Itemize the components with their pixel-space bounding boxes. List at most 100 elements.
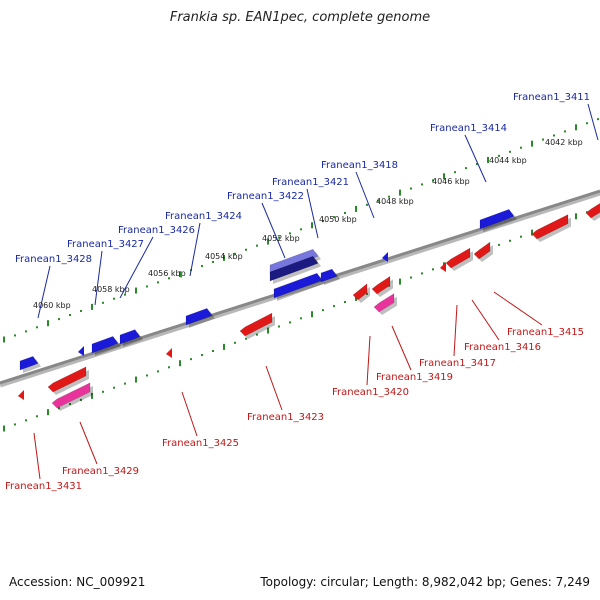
minor-tick <box>542 138 544 141</box>
gene-label-fwd: Franean1_3427 <box>67 239 144 250</box>
minor-tick <box>36 415 38 418</box>
gene-mark-fwd[interactable] <box>382 252 388 262</box>
minor-tick <box>520 235 522 238</box>
minor-tick <box>289 232 291 235</box>
minor-tick <box>520 146 522 149</box>
minor-tick <box>201 354 203 357</box>
minor-tick <box>597 118 599 121</box>
tick-label: 4056 kbp <box>148 269 186 278</box>
genome-summary-text: Topology: circular; Length: 8,982,042 bp… <box>260 575 590 589</box>
minor-tick <box>421 272 423 275</box>
minor-tick <box>146 285 148 288</box>
minor-tick <box>234 252 236 255</box>
minor-tick <box>102 301 104 304</box>
leader-line-fwd <box>355 171 375 219</box>
gene-arrow-fwd[interactable] <box>479 209 515 230</box>
minor-tick <box>410 276 412 279</box>
minor-tick <box>201 265 203 268</box>
leader-line-fwd <box>464 134 487 183</box>
leader-line-rev <box>181 391 198 437</box>
minor-tick <box>586 122 588 125</box>
leader-line-rev <box>33 432 41 480</box>
minor-tick <box>454 171 456 174</box>
minor-tick <box>421 183 423 186</box>
leader-line-fwd <box>261 202 286 259</box>
leader-line-rev <box>391 325 412 371</box>
gene-label-fwd: Franean1_3418 <box>321 160 398 171</box>
leader-line-rev <box>265 365 283 411</box>
gene-arrow-rna[interactable] <box>373 293 395 313</box>
minor-tick <box>58 318 60 321</box>
minor-tick <box>113 297 115 300</box>
tick-label: 4050 kbp <box>319 215 357 224</box>
gene-arrow-rev[interactable] <box>239 312 273 337</box>
gene-arrow-fwd[interactable] <box>91 336 119 354</box>
gene-arrow-fwd[interactable] <box>119 329 141 345</box>
gene-label-rev: Franean1_3415 <box>507 327 584 338</box>
gene-arrow-fwd[interactable] <box>320 268 338 283</box>
gene-mark-fwd[interactable] <box>78 346 84 356</box>
gene-label-fwd: Franean1_3426 <box>118 225 195 236</box>
minor-tick <box>124 382 126 385</box>
minor-tick <box>80 398 82 401</box>
minor-tick <box>124 293 126 296</box>
gene-arrow-fwd[interactable] <box>19 356 39 371</box>
gene-arrow-rev[interactable] <box>371 275 391 295</box>
leader-line-fwd <box>189 222 201 277</box>
leader-line-rev <box>79 421 98 465</box>
minor-tick <box>146 374 148 377</box>
leader-line-rev <box>366 335 371 386</box>
leader-line-fwd <box>119 236 154 299</box>
gene-arrow-rev[interactable] <box>445 247 471 269</box>
minor-tick <box>377 199 379 202</box>
gene-label-rev: Franean1_3423 <box>247 412 324 423</box>
gene-label-fwd: Franean1_3421 <box>272 177 349 188</box>
minor-tick <box>564 130 566 133</box>
minor-tick <box>256 244 258 247</box>
minor-tick <box>157 281 159 284</box>
minor-tick <box>509 150 511 153</box>
gene-arrow-rev[interactable] <box>531 214 569 240</box>
minor-tick <box>168 366 170 369</box>
gene-arrow-fwd[interactable] <box>269 255 319 282</box>
gene-mark-rev[interactable] <box>166 348 172 358</box>
minor-tick <box>553 134 555 137</box>
tick-label: 4058 kbp <box>92 285 130 294</box>
tick-label: 4048 kbp <box>376 197 414 206</box>
minor-tick <box>476 163 478 166</box>
minor-tick <box>212 349 214 352</box>
gene-arrow-rev[interactable] <box>352 283 368 301</box>
backbone-shadow <box>0 190 600 388</box>
minor-tick <box>278 236 280 239</box>
minor-tick <box>465 167 467 170</box>
gene-arrow-fwd[interactable] <box>185 308 213 326</box>
minor-tick <box>344 212 346 215</box>
tick-label: 4044 kbp <box>489 156 527 165</box>
minor-tick <box>432 179 434 182</box>
gene-mark-rev[interactable] <box>440 262 446 272</box>
gene-label-fwd: Franean1_3428 <box>15 254 92 265</box>
minor-tick <box>300 317 302 320</box>
minor-tick <box>366 292 368 295</box>
gene-arrow-rev[interactable] <box>47 366 87 393</box>
tick-label: 4060 kbp <box>33 301 71 310</box>
minor-tick <box>245 248 247 251</box>
tick-label: 4046 kbp <box>432 177 470 186</box>
leader-line-fwd <box>94 250 103 306</box>
minor-tick <box>234 341 236 344</box>
gene-label-rev: Franean1_3431 <box>5 481 82 492</box>
minor-tick <box>333 305 335 308</box>
gene-mark-rev[interactable] <box>18 390 24 400</box>
minor-tick <box>168 277 170 280</box>
gene-arrow-fwd[interactable] <box>273 272 323 299</box>
minor-tick <box>432 268 434 271</box>
leader-line-rev <box>453 304 458 357</box>
minor-tick <box>333 216 335 219</box>
gene-arrow-rev[interactable] <box>585 200 600 219</box>
gene-arrow-rna[interactable] <box>51 382 91 409</box>
gene-arrow-rev[interactable] <box>473 241 491 260</box>
minor-tick <box>14 334 16 337</box>
gene-label-rev: Franean1_3416 <box>464 342 541 353</box>
minor-tick <box>25 330 27 333</box>
tick-label: 4042 kbp <box>545 138 583 147</box>
